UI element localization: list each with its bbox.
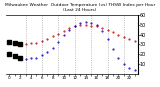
- Text: Milwaukee Weather  Outdoor Temperature (vs) THSW Index per Hour (Last 24 Hours): Milwaukee Weather Outdoor Temperature (v…: [5, 3, 155, 12]
